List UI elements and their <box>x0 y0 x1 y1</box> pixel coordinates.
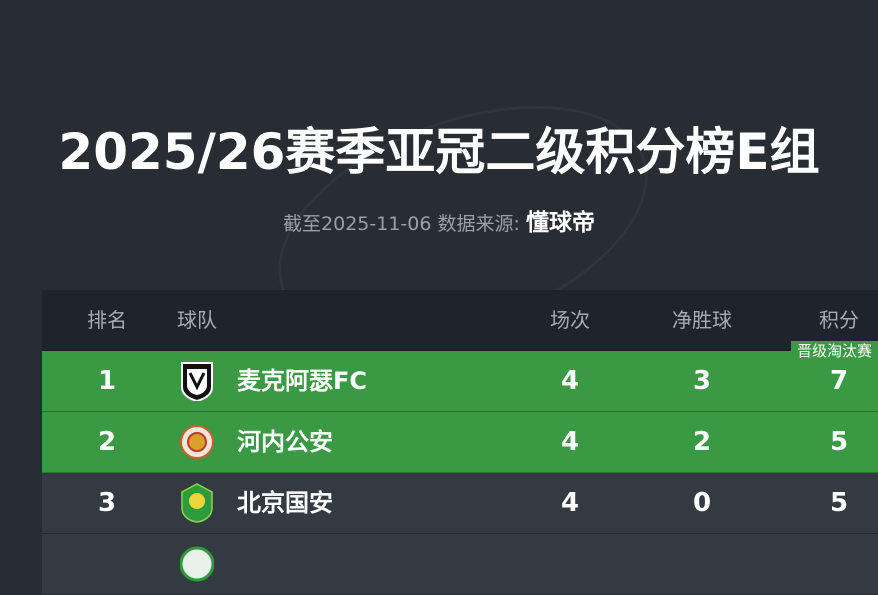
team-logo-cahn-icon <box>180 425 214 459</box>
team-logo-macarthur-icon <box>181 362 213 401</box>
rank: 3 <box>97 488 117 518</box>
table-row[interactable] <box>42 534 878 595</box>
col-rank: 排名 <box>87 308 127 332</box>
points: 5 <box>829 427 849 457</box>
subtitle: 截至2025-11-06 数据来源: 懂球帝 <box>0 203 878 237</box>
goal-diff: 3 <box>692 366 712 396</box>
table-row[interactable]: 2 河内公安 4 2 5 <box>42 412 878 473</box>
standings-table: 排名 球队 场次 净胜球 积分 晋级淘汰赛 1 麦克阿瑟FC 4 3 7 2 河… <box>42 290 878 595</box>
goal-diff: 2 <box>692 427 712 457</box>
col-team: 球队 <box>177 308 217 332</box>
team-logo-icon <box>180 546 214 582</box>
goal-diff: 0 <box>692 488 712 518</box>
table-row[interactable]: 晋级淘汰赛 1 麦克阿瑟FC 4 3 7 <box>42 341 878 412</box>
points: 7 <box>829 366 849 396</box>
col-goal-diff: 净胜球 <box>672 308 732 332</box>
team-logo-beijing-guoan-icon <box>181 483 213 523</box>
played: 4 <box>560 366 580 396</box>
rank: 2 <box>97 427 117 457</box>
date-source-label: 截至2025-11-06 数据来源: <box>283 213 520 235</box>
col-played: 场次 <box>550 308 590 332</box>
source-name: 懂球帝 <box>525 210 595 236</box>
table-header: 排名 球队 场次 净胜球 积分 <box>42 290 878 351</box>
table-row[interactable]: 3 北京国安 4 0 5 <box>42 473 878 534</box>
rank: 1 <box>97 366 117 396</box>
team-name: 北京国安 <box>237 489 333 517</box>
team-name: 麦克阿瑟FC <box>237 367 368 395</box>
page-title: 2025/26赛季亚冠二级积分榜E组 <box>58 123 820 181</box>
qualify-badge: 晋级淘汰赛 <box>790 341 878 361</box>
played: 4 <box>560 488 580 518</box>
played: 4 <box>560 427 580 457</box>
col-points: 积分 <box>819 308 859 332</box>
points: 5 <box>829 488 849 518</box>
team-name: 河内公安 <box>237 428 333 456</box>
